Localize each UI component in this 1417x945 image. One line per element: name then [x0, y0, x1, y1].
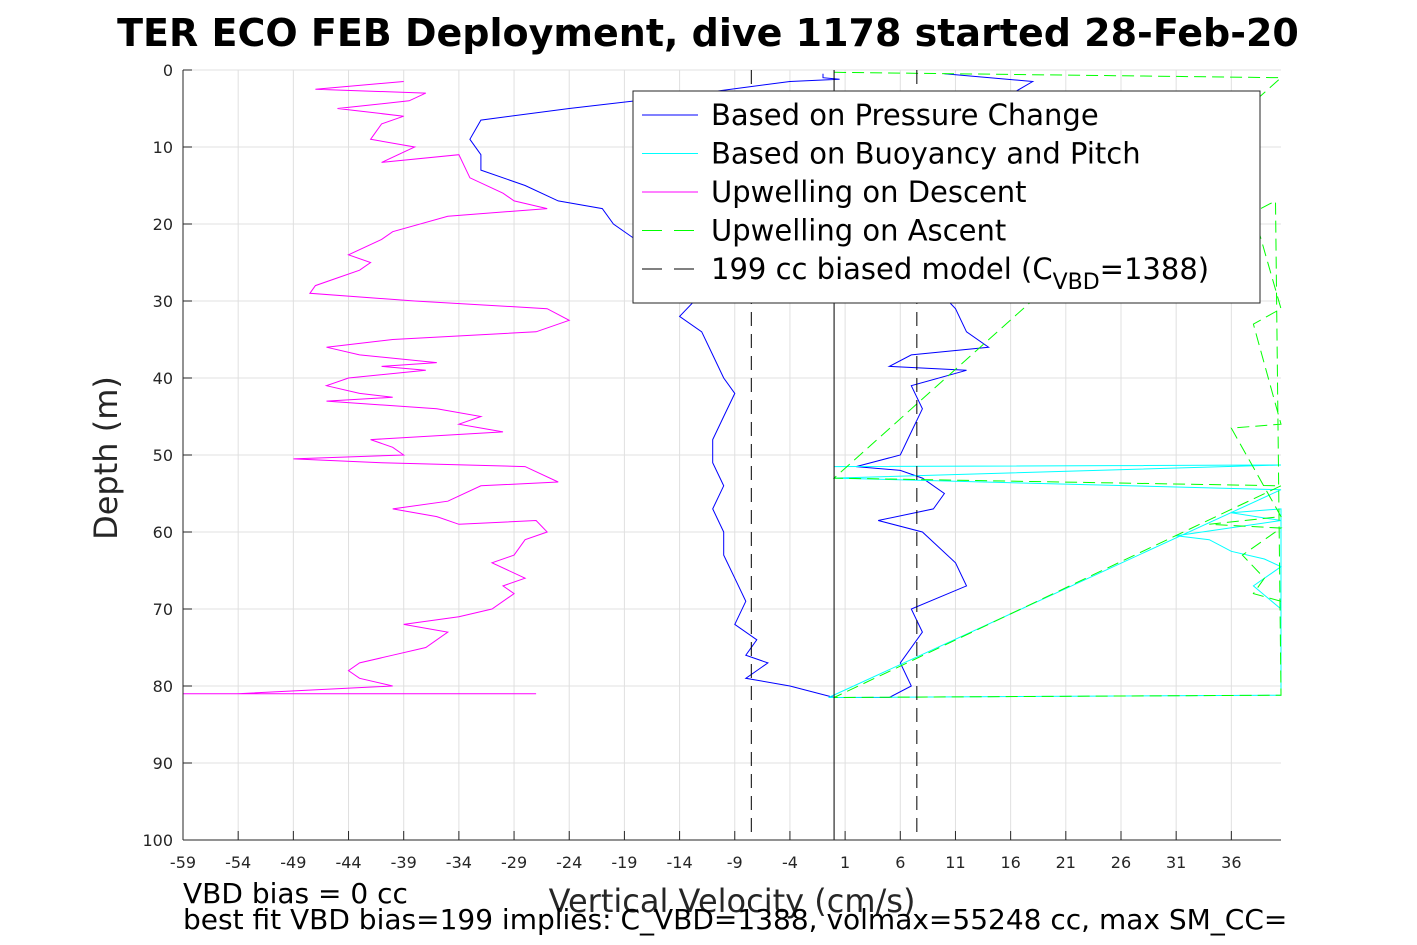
best-fit-note: best fit VBD bias=199 implies: C_VBD=138…: [183, 903, 1288, 936]
series-upwelling-on-descent: [183, 81, 571, 695]
y-tick-label: 80: [153, 677, 173, 696]
y-tick-label: 70: [153, 600, 173, 619]
series-upwelling-on-ascent: [832, 71, 1283, 698]
x-tick-label: -59: [170, 853, 196, 872]
legend-text-subscript: VBD: [1053, 270, 1100, 295]
chart-title: TER ECO FEB Deployment, dive 1178 starte…: [117, 11, 1299, 55]
y-tick-label: 60: [153, 523, 173, 542]
x-tick-label: 16: [1000, 853, 1020, 872]
legend: Based on Pressure Change Based on Buoyanc…: [632, 90, 1261, 304]
x-tick-label: -19: [611, 853, 637, 872]
x-tick-label: -54: [225, 853, 251, 872]
legend-entry: 199 cc biased model (CVBD=1388): [711, 252, 1209, 295]
legend-text-main: 199 cc biased model (C: [711, 252, 1053, 286]
y-tick-label: 100: [142, 831, 173, 850]
x-tick-label: 36: [1221, 853, 1241, 872]
axes: [182, 69, 1281, 841]
x-tick-label: 1: [840, 853, 850, 872]
x-tick-label: 31: [1166, 853, 1186, 872]
x-tick-label: -9: [727, 853, 743, 872]
x-tick-label: 11: [945, 853, 965, 872]
legend-box: [632, 90, 1261, 304]
y-tick-label: 40: [153, 369, 173, 388]
legend-entry: Based on Buoyancy and Pitch: [711, 137, 1141, 171]
y-tick-label: 50: [153, 446, 173, 465]
x-tick-labels: -59 -54 -49 -44 -39 -34 -29 -24 -19 -14 -9 -4 1 6 11 16…: [170, 853, 1242, 872]
y-tick-labels: 0 10 20 30 40 50 60 70 80 90 100: [142, 61, 173, 850]
y-tick-label: 10: [153, 138, 173, 157]
y-tick-label: 30: [153, 292, 173, 311]
y-axis-label: Depth (m): [87, 376, 125, 540]
x-tick-label: -34: [446, 853, 472, 872]
vbd-bias-note: VBD bias = 0 cc: [183, 877, 408, 910]
legend-entry: Based on Pressure Change: [711, 98, 1099, 132]
y-tick-label: 90: [153, 754, 173, 773]
x-tick-label: -49: [280, 853, 306, 872]
x-axis-label: Vertical Velocity (cm/s): [549, 882, 916, 920]
x-tick-label: 21: [1056, 853, 1076, 872]
x-tick-label: -44: [335, 853, 361, 872]
x-tick-label: 6: [895, 853, 905, 872]
series-based-on-buoyancy-and-pitch: [828, 464, 1283, 698]
x-tick-label: -24: [556, 853, 582, 872]
x-tick-label: 26: [1111, 853, 1131, 872]
y-tick-label: 20: [153, 215, 173, 234]
series-based-on-pressure-change: [469, 73, 1035, 698]
x-tick-label: -29: [501, 853, 527, 872]
x-tick-label: -14: [667, 853, 693, 872]
legend-entry: Upwelling on Descent: [711, 175, 1027, 209]
x-tick-label: -4: [782, 853, 798, 872]
legend-text-end: =1388): [1100, 252, 1209, 286]
y-tick-label: 0: [163, 61, 173, 80]
legend-entry: Upwelling on Ascent: [711, 214, 1006, 248]
x-tick-label: -39: [391, 853, 417, 872]
